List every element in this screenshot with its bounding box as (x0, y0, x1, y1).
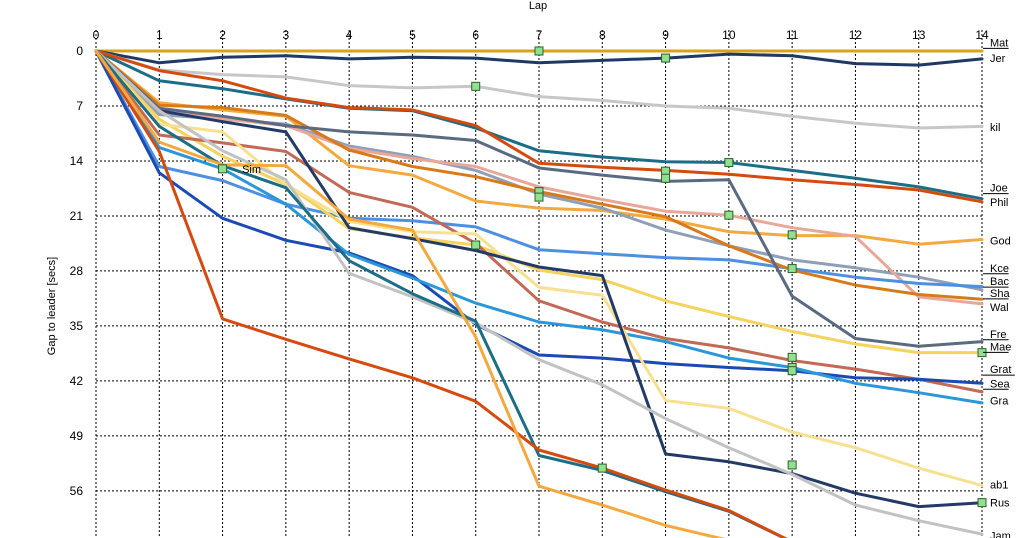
series-line-god (94, 49, 984, 246)
marker-layer (218, 46, 987, 508)
y-tick-label: 49 (70, 429, 84, 443)
series-end-label: Mat (990, 37, 1008, 49)
data-marker (534, 46, 544, 56)
series-end-label: kil (990, 122, 1000, 134)
x-tick-label: 8 (599, 28, 606, 42)
data-marker (787, 352, 797, 362)
data-marker (724, 210, 734, 220)
series-line-rus (94, 49, 984, 509)
series-line-fre (94, 49, 984, 348)
series-end-label: Mae (990, 341, 1011, 353)
data-marker (787, 460, 797, 470)
series-line-jam (94, 49, 984, 536)
x-tick-label: 4 (346, 28, 353, 42)
data-marker (218, 164, 228, 174)
series-line-unlabeled-19 (94, 49, 788, 538)
y-tick-label: 35 (70, 319, 84, 333)
y-axis-title: Gap to leader [secs] (46, 257, 58, 355)
series-end-label: ab1 (990, 480, 1008, 492)
data-marker (597, 463, 607, 473)
data-marker (661, 173, 671, 183)
data-marker (977, 498, 987, 508)
series-end-label: Sha (990, 288, 1010, 300)
series-end-label: Gra (990, 396, 1009, 408)
y-tick-label: 0 (76, 44, 83, 58)
x-tick-label: 3 (283, 28, 290, 42)
data-marker (471, 81, 481, 91)
y-tick-label: 21 (70, 209, 84, 223)
x-tick-label: 0 (93, 28, 100, 42)
series-line-joe (94, 49, 984, 201)
series-line-grat (94, 49, 984, 394)
series-line-ab1 (94, 49, 984, 487)
x-tick-label: 6 (472, 28, 479, 42)
data-marker (471, 240, 481, 250)
data-marker (787, 230, 797, 240)
series-line-phil (94, 49, 984, 204)
data-marker (787, 264, 797, 274)
series-end-label: Fre (990, 329, 1007, 341)
x-axis-ticks: 0 1 2 3 4 5 6 7 8 9 10 11 12 13 14 (93, 28, 989, 42)
data-marker (661, 53, 671, 63)
x-tick-label: 12 (849, 28, 863, 42)
series-end-label: Jam (990, 531, 1011, 538)
series-line-kil (94, 49, 984, 130)
x-tick-label: 11 (786, 28, 799, 42)
y-axis-ticks: 0 7 14 21 28 35 42 49 56 (70, 44, 84, 498)
series-inline-label: Sim (242, 164, 261, 176)
y-tick-label: 56 (70, 484, 84, 498)
series-end-label: Sea (990, 378, 1010, 390)
data-marker (534, 192, 544, 202)
series-line-jer (94, 49, 984, 67)
series-end-label: Grat (990, 364, 1011, 376)
series-end-label: Rus (990, 498, 1010, 510)
series-line-sea (94, 49, 984, 385)
y-tick-label: 28 (70, 264, 84, 278)
series-end-label: Kce (990, 263, 1009, 275)
data-marker (787, 366, 797, 376)
series-line-unlabeled-20 (94, 49, 726, 538)
series-line-unlabeled-18 (94, 49, 788, 538)
x-tick-label: 7 (536, 28, 543, 42)
x-axis-title: Lap (529, 0, 547, 12)
y-tick-label: 7 (76, 99, 83, 113)
series-end-label: Phil (990, 197, 1008, 209)
series-end-label: Wal (990, 302, 1009, 314)
x-tick-label: 1 (156, 28, 163, 42)
x-tick-label: 2 (219, 28, 226, 42)
data-marker (724, 158, 734, 168)
x-tick-label: 10 (722, 28, 736, 42)
x-tick-label: 14 (975, 28, 989, 42)
series-end-label: Joe (990, 183, 1008, 195)
x-tick-label: 13 (912, 28, 926, 42)
y-tick-label: 14 (70, 154, 84, 168)
y-tick-label: 42 (70, 374, 84, 388)
series-line-gra (94, 49, 984, 405)
x-tick-label: 5 (409, 28, 416, 42)
series-line-sha (94, 49, 984, 289)
series-end-label: Jer (990, 53, 1006, 65)
series-line-bac (94, 49, 984, 306)
series-end-label: Bac (990, 276, 1009, 288)
series-end-label: God (990, 235, 1011, 247)
x-tick-label: 9 (662, 28, 669, 42)
